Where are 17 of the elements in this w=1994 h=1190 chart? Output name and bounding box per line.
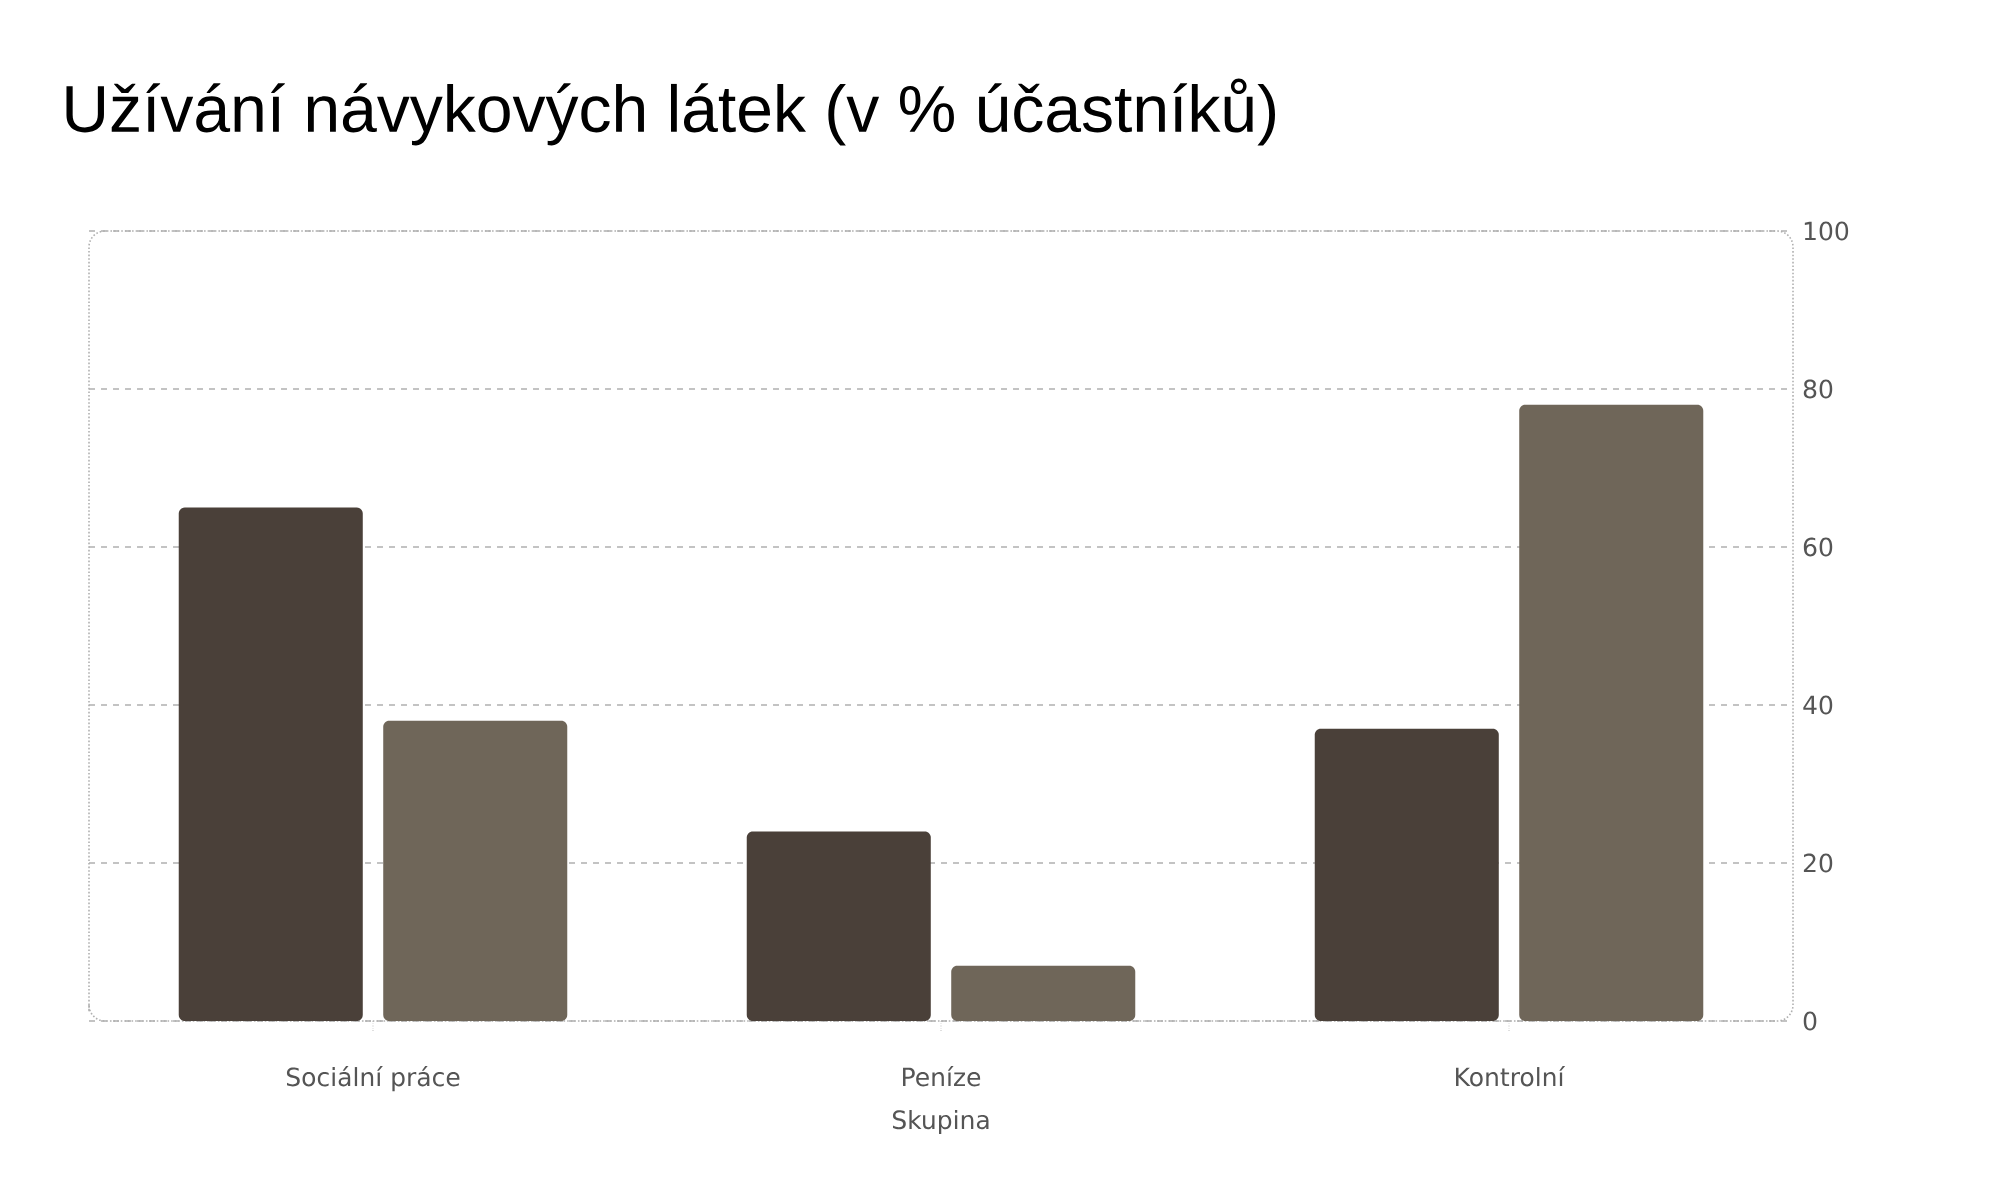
- y-tick-label: 0: [1803, 1011, 1817, 1031]
- y-tick-label: 20: [1803, 853, 1833, 873]
- y-tick-label: 40: [1803, 695, 1833, 715]
- bar: [1314, 728, 1499, 1021]
- y-tick-label: 100: [1804, 221, 1849, 241]
- x-axis-title: Skupina: [892, 1109, 989, 1135]
- bar: [951, 965, 1136, 1021]
- bar: [746, 831, 931, 1021]
- x-tick-label: Kontrolní: [1456, 1066, 1566, 1087]
- bar: [383, 720, 568, 1021]
- y-tick-label: 80: [1803, 379, 1833, 399]
- bar: [178, 507, 363, 1021]
- y-tick-label: 60: [1803, 537, 1833, 557]
- chart-title: Užívání návykových látek (v % účastníků): [66, 78, 1275, 146]
- bar: [1519, 404, 1704, 1021]
- x-tick-label: Peníze: [903, 1066, 981, 1087]
- x-tick-label: Sociální práce: [286, 1066, 460, 1092]
